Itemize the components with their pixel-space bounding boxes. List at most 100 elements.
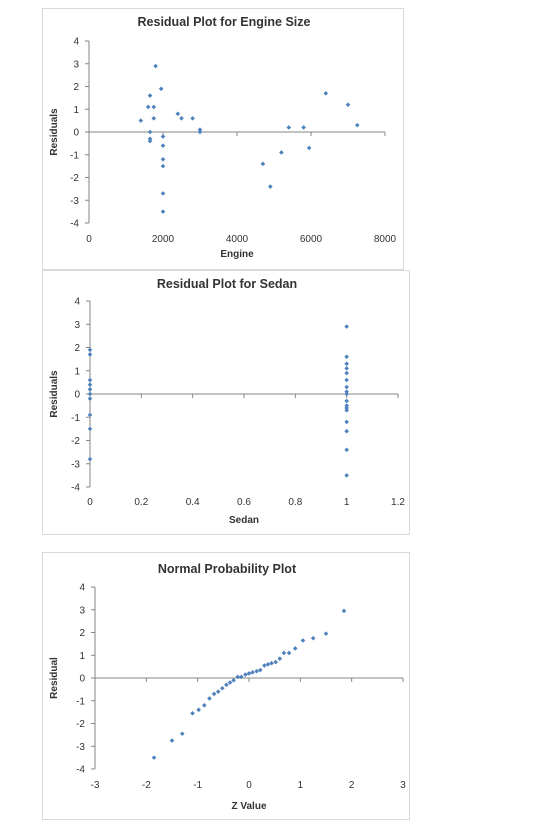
chart-title: Residual Plot for Engine Size [138, 15, 311, 29]
data-point [147, 129, 153, 135]
data-point [211, 691, 217, 697]
y-tick-label: 0 [74, 390, 80, 401]
data-point [254, 668, 259, 674]
chart-title: Normal Probability Plot [158, 562, 297, 576]
y-tick-label: 0 [79, 674, 85, 685]
chart-engine-size-svg: Residual Plot for Engine Size 4 3 2 1 0 -1 -2 -3… [49, 15, 397, 260]
data-point [344, 419, 349, 425]
data-point [138, 118, 144, 123]
data-point [151, 755, 157, 760]
x-tick-label: 6000 [300, 234, 323, 245]
data-point [344, 405, 349, 411]
data-point [87, 456, 93, 462]
y-tick-label: -1 [76, 696, 85, 707]
data-point [344, 403, 349, 408]
data-point [215, 689, 221, 694]
data-point [344, 447, 349, 453]
data-point [279, 150, 284, 155]
data-point [169, 738, 175, 743]
y-tick-label: 1 [79, 651, 85, 662]
y-axis-title: Residuals [49, 370, 60, 418]
y-tick-label: 2 [74, 343, 80, 354]
data-point [344, 407, 349, 413]
data-point [286, 125, 292, 130]
data-point [196, 707, 201, 713]
data-point [151, 104, 157, 110]
x-tick-label: -1 [193, 780, 202, 791]
data-point [160, 134, 166, 139]
data-point [344, 398, 349, 404]
y-axis-title: Residual [49, 657, 60, 699]
data-point [344, 354, 349, 360]
x-tick-label: -3 [91, 780, 100, 791]
x-tick-label: 0 [87, 497, 93, 508]
y-tick-label: 4 [73, 37, 79, 48]
data-point [190, 116, 195, 121]
data-point [286, 650, 292, 656]
data-point [153, 63, 158, 69]
y-tick-label: -4 [76, 765, 85, 776]
data-point [175, 111, 181, 117]
data-point [87, 391, 93, 397]
data-point [207, 696, 212, 701]
data-point [341, 608, 347, 614]
data-point [323, 631, 329, 636]
data-point [147, 93, 153, 98]
data-point [202, 703, 207, 708]
y-tick-label: -1 [70, 150, 79, 161]
y-tick-label: 3 [73, 59, 79, 70]
data-point [239, 674, 244, 680]
data-point [344, 473, 349, 478]
data-point [281, 650, 287, 656]
chart-normal-probability: Normal Probability Plot 4 3 2 1 0 -1 -2 -3 -4 -3 -2… [42, 552, 410, 820]
data-point [179, 116, 184, 121]
data-point [268, 184, 273, 189]
x-tick-label: 2 [349, 780, 355, 791]
data-point [292, 646, 298, 651]
x-tick-label: -2 [142, 780, 151, 791]
y-tick-label: 3 [74, 320, 80, 331]
data-point [158, 86, 164, 92]
data-point [160, 163, 166, 169]
chart-sedan-svg: Residual Plot for Sedan 4 3 2 1 0 -1 -2 -3 -4 0 0.2… [49, 277, 405, 526]
data-point [160, 191, 166, 196]
data-point [87, 426, 93, 432]
chart-engine-size: Residual Plot for Engine Size 4 3 2 1 0 -1 -2 -3… [42, 8, 404, 270]
data-point [87, 387, 93, 392]
data-point [306, 145, 312, 151]
x-tick-label: 0 [86, 234, 92, 245]
x-tick-label: 0.8 [288, 497, 302, 508]
data-point [269, 660, 274, 666]
x-tick-label: 0.2 [134, 497, 148, 508]
x-axis-title: Z Value [231, 801, 266, 812]
data-point [277, 656, 283, 661]
x-tick-label: 4000 [226, 234, 249, 245]
data-point [344, 428, 349, 434]
data-point [87, 396, 93, 401]
data-point [257, 667, 263, 673]
data-point [354, 122, 360, 128]
data-point [190, 710, 195, 716]
data-point [246, 671, 252, 676]
y-tick-label: -3 [76, 742, 85, 753]
y-tick-label: -2 [71, 436, 80, 447]
x-tick-label: 0 [246, 780, 252, 791]
data-point [344, 384, 349, 390]
data-point [227, 680, 233, 685]
data-point [243, 672, 248, 677]
data-point [301, 125, 306, 130]
x-tick-label: 1 [298, 780, 304, 791]
y-tick-label: -3 [71, 459, 80, 470]
data-point [87, 377, 93, 383]
data-point [323, 91, 329, 96]
data-point [87, 347, 93, 353]
data-point [345, 102, 351, 107]
data-point [231, 677, 236, 683]
data-point [160, 143, 166, 148]
x-tick-label: 8000 [374, 234, 397, 245]
y-tick-label: -4 [71, 483, 80, 494]
data-point [87, 352, 93, 357]
y-tick-label: 2 [73, 82, 79, 93]
y-tick-label: 1 [74, 366, 80, 377]
data-point [344, 324, 349, 329]
